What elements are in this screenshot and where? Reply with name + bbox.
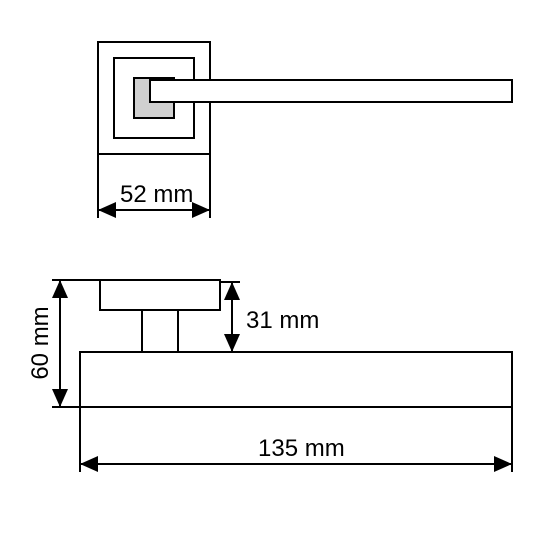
- dim-135-label: 135 mm: [258, 435, 345, 462]
- lever-side: [80, 352, 512, 407]
- dim-52-label: 52 mm: [120, 181, 193, 208]
- lever-top: [150, 80, 512, 102]
- technical-drawing: 52 mm 60 mm 31 mm 135 mm: [0, 0, 551, 551]
- neck-side: [142, 310, 178, 352]
- dim-31-label: 31 mm: [246, 307, 319, 334]
- dim-60-label: 60 mm: [27, 306, 54, 379]
- plate-side: [100, 280, 220, 310]
